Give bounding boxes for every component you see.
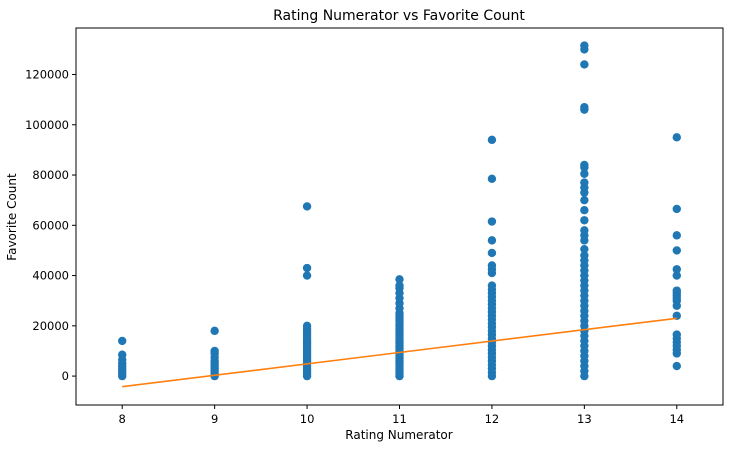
scatter-point	[672, 271, 681, 280]
x-tick-label: 12	[485, 412, 500, 426]
scatter-point	[672, 286, 681, 295]
scatter-point	[395, 281, 404, 290]
scatter-point	[118, 350, 127, 359]
y-tick-label: 120000	[25, 67, 69, 81]
scatter-point	[210, 326, 219, 336]
scatter-point	[672, 330, 681, 339]
scatter-point	[487, 261, 497, 270]
y-axis-label: Favorite Count	[5, 173, 19, 261]
y-tick-label: 60000	[32, 218, 69, 232]
scatter-point	[302, 271, 312, 280]
scatter-point	[580, 251, 589, 260]
scatter-point	[580, 178, 589, 187]
chart-title: Rating Numerator vs Favorite Count	[273, 8, 525, 24]
x-axis-label: Rating Numerator	[345, 428, 452, 442]
scatter-point	[302, 321, 312, 331]
y-tick-label: 40000	[32, 269, 69, 283]
x-tick-label: 8	[119, 412, 126, 426]
x-tick-label: 14	[669, 412, 684, 426]
x-tick-label: 9	[211, 412, 218, 426]
y-tick-label: 100000	[25, 118, 69, 132]
scatter-point	[580, 226, 589, 235]
scatter-point	[672, 231, 681, 240]
scatter-point	[580, 195, 589, 205]
scatter-point	[302, 202, 312, 211]
x-tick-label: 13	[577, 412, 592, 426]
scatter-point	[580, 41, 589, 50]
scatter-point	[672, 133, 681, 142]
scatter-point	[487, 217, 497, 226]
scatter-point	[580, 169, 589, 178]
scatter-point	[487, 236, 497, 245]
x-tick-label: 10	[300, 412, 315, 426]
scatter-point	[487, 248, 497, 258]
scatter-point	[487, 135, 497, 145]
scatter-point	[302, 263, 312, 273]
scatter-point	[672, 246, 681, 255]
scatter-point	[580, 160, 589, 170]
scatter-point	[487, 281, 497, 290]
scatter-point	[672, 204, 681, 214]
y-tick-label: 0	[62, 369, 69, 383]
y-tick-label: 80000	[32, 168, 69, 182]
trend-line	[122, 317, 677, 388]
scatter-point	[210, 346, 219, 356]
scatter-point	[580, 244, 589, 254]
y-tick-label: 20000	[32, 319, 69, 333]
scatter-point	[395, 275, 404, 284]
x-tick-label: 11	[392, 412, 407, 426]
scatter-point	[580, 102, 589, 112]
scatter-point	[118, 336, 127, 346]
scatter-point	[672, 361, 681, 371]
scatter-point	[580, 206, 589, 215]
scatter-point	[672, 265, 681, 274]
plot-area: 8 9 10 11 12 13 14 0 20000 40000 60000 80000 100000 1…	[25, 27, 724, 426]
scatter-point	[487, 174, 497, 183]
scatter-point	[580, 60, 589, 69]
scatter-point	[580, 216, 589, 225]
